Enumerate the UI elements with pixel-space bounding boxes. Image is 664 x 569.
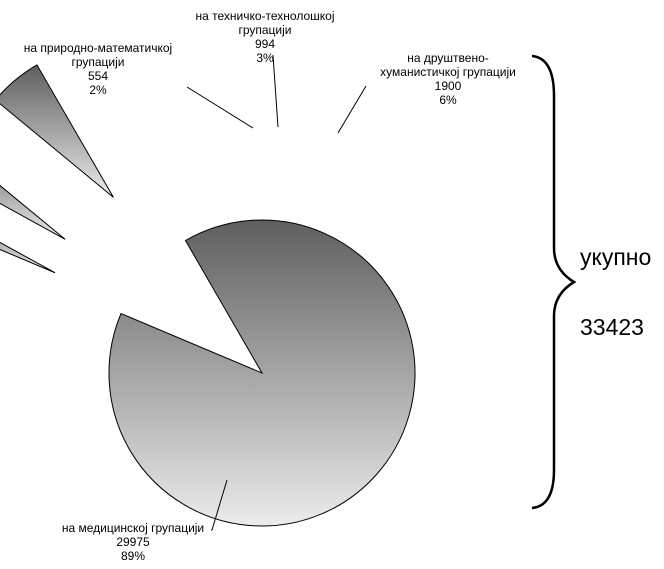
pie-slice-medical: [108, 219, 416, 527]
total-label: укупно: [580, 244, 651, 270]
total-brace: [531, 54, 577, 510]
slice-label-technical: на техничко-технолошкој групацији 994 3%: [195, 9, 334, 65]
pie-slice-natural-math: [0, 241, 56, 274]
leader-line-technical: [272, 54, 279, 128]
leader-line-medical: [211, 479, 228, 531]
pie-slices: [0, 64, 416, 527]
total-value: 33423: [580, 314, 644, 340]
slice-label-natural-math: на природно-математичкој групацији 554 2%: [24, 41, 172, 97]
pie-slice-social-humanities: [0, 64, 114, 198]
slice-label-medical: на медицинској групацији 29975 89%: [62, 521, 204, 563]
slice-labels: на медицинској групацији 29975 89% на приро…: [24, 9, 516, 563]
slice-label-social-humanities: на друштвено-хуманистичкој групацији 1900…: [380, 51, 516, 107]
leader-line-natural-math: [186, 86, 254, 129]
leader-line-social-humanities: [337, 85, 367, 134]
pie-slice-technical: [0, 184, 66, 240]
leader-lines: [186, 54, 367, 531]
